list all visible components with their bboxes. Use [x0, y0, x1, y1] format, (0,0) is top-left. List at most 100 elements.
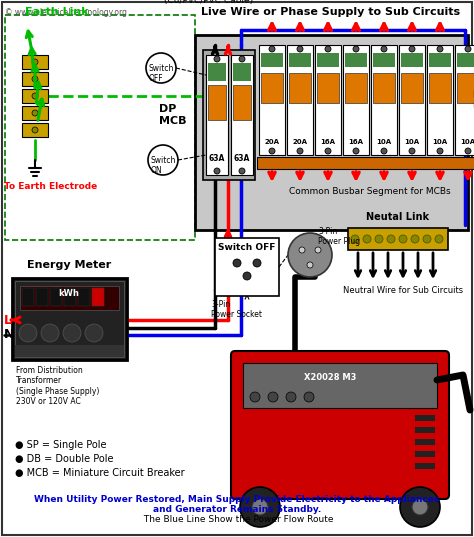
Bar	[257, 157, 474, 169]
Circle shape	[399, 235, 407, 243]
Text: 20A: 20A	[264, 139, 280, 145]
Circle shape	[353, 46, 359, 52]
Bar	[315, 45, 341, 155]
Bar	[261, 73, 283, 103]
Circle shape	[409, 46, 415, 52]
Circle shape	[288, 233, 332, 277]
Circle shape	[315, 247, 321, 253]
Bar	[373, 73, 395, 103]
Circle shape	[387, 235, 395, 243]
Bar	[92, 288, 104, 306]
Circle shape	[268, 392, 278, 402]
Circle shape	[239, 56, 245, 62]
Circle shape	[381, 46, 387, 52]
Circle shape	[325, 46, 331, 52]
Circle shape	[32, 110, 38, 116]
Circle shape	[269, 148, 275, 154]
Bar	[287, 45, 313, 155]
Bar	[22, 106, 48, 120]
Text: 10A: 10A	[404, 139, 419, 145]
Bar	[427, 45, 453, 155]
Bar	[231, 55, 253, 175]
Bar	[455, 45, 474, 155]
Circle shape	[353, 148, 359, 154]
Text: 16A: 16A	[348, 139, 364, 145]
Circle shape	[233, 259, 241, 267]
Bar	[64, 288, 76, 306]
Text: 10A: 10A	[376, 139, 392, 145]
Bar	[371, 45, 397, 155]
Text: The Blue Line Show the Power Flow Route: The Blue Line Show the Power Flow Route	[141, 515, 333, 524]
Bar	[22, 89, 48, 103]
Bar	[215, 238, 279, 296]
Circle shape	[243, 272, 251, 280]
Bar	[22, 55, 48, 69]
Text: 3-Pin
Power Socket: 3-Pin Power Socket	[211, 300, 263, 320]
Text: 10A: 10A	[432, 139, 447, 145]
Text: ● SP = Single Pole: ● SP = Single Pole	[15, 440, 107, 450]
Bar	[243, 363, 437, 408]
Circle shape	[363, 235, 371, 243]
Bar	[345, 73, 367, 103]
Circle shape	[253, 259, 261, 267]
Bar	[36, 288, 48, 306]
Bar	[401, 73, 423, 103]
Circle shape	[465, 148, 471, 154]
Circle shape	[32, 76, 38, 82]
Bar	[206, 55, 228, 175]
Circle shape	[381, 148, 387, 154]
Bar	[429, 73, 451, 103]
Text: 63A: 63A	[209, 154, 225, 163]
Bar	[401, 53, 423, 67]
Text: Earth Link: Earth Link	[25, 7, 89, 17]
Bar	[415, 439, 435, 445]
Bar	[457, 73, 474, 103]
Text: ● MCB = Miniature Circuit Breaker: ● MCB = Miniature Circuit Breaker	[15, 468, 185, 478]
Text: X20028 M3: X20028 M3	[304, 373, 356, 381]
Bar	[345, 53, 367, 67]
Bar	[317, 73, 339, 103]
Bar	[373, 53, 395, 67]
Circle shape	[63, 324, 81, 342]
Circle shape	[409, 148, 415, 154]
Circle shape	[411, 235, 419, 243]
Text: From Distribution
Transformer
(Single Phase Supply)
230V or 120V AC: From Distribution Transformer (Single Ph…	[16, 366, 100, 406]
Bar	[289, 73, 311, 103]
Text: Neutral Wire for Sub Circuits: Neutral Wire for Sub Circuits	[343, 286, 463, 295]
Text: Switch OFF: Switch OFF	[219, 243, 276, 252]
Circle shape	[375, 235, 383, 243]
Circle shape	[41, 324, 59, 342]
Bar	[259, 45, 285, 155]
Bar	[22, 72, 48, 86]
Bar	[15, 345, 124, 357]
Bar	[233, 85, 251, 120]
Text: To Earth Electrode: To Earth Electrode	[4, 182, 97, 191]
Text: 2 No x 16mm²
(Cu/PVC/PVC Cable): 2 No x 16mm² (Cu/PVC/PVC Cable)	[164, 0, 254, 5]
Circle shape	[214, 168, 220, 174]
Circle shape	[146, 53, 176, 83]
Circle shape	[435, 235, 443, 243]
Text: © www.electricaltechnology.org: © www.electricaltechnology.org	[5, 8, 127, 17]
Circle shape	[19, 324, 37, 342]
Bar	[203, 50, 255, 180]
Bar	[22, 123, 48, 137]
Circle shape	[148, 145, 178, 175]
Text: Neutal Link: Neutal Link	[366, 212, 429, 222]
Bar	[195, 35, 468, 230]
Circle shape	[85, 324, 103, 342]
Circle shape	[437, 148, 443, 154]
Bar	[22, 288, 34, 306]
Circle shape	[307, 262, 313, 268]
Circle shape	[32, 127, 38, 133]
Circle shape	[239, 168, 245, 174]
Bar	[289, 53, 311, 67]
Bar	[399, 45, 425, 155]
Text: kWh: kWh	[59, 289, 80, 299]
Circle shape	[304, 392, 314, 402]
Bar	[457, 53, 474, 67]
Text: 3-Pin
Power Plug: 3-Pin Power Plug	[318, 227, 360, 246]
Text: Live Wire or Phase Supply to Sub Circuits: Live Wire or Phase Supply to Sub Circuit…	[201, 7, 461, 17]
Bar	[429, 53, 451, 67]
Circle shape	[400, 487, 440, 527]
Bar	[78, 288, 90, 306]
